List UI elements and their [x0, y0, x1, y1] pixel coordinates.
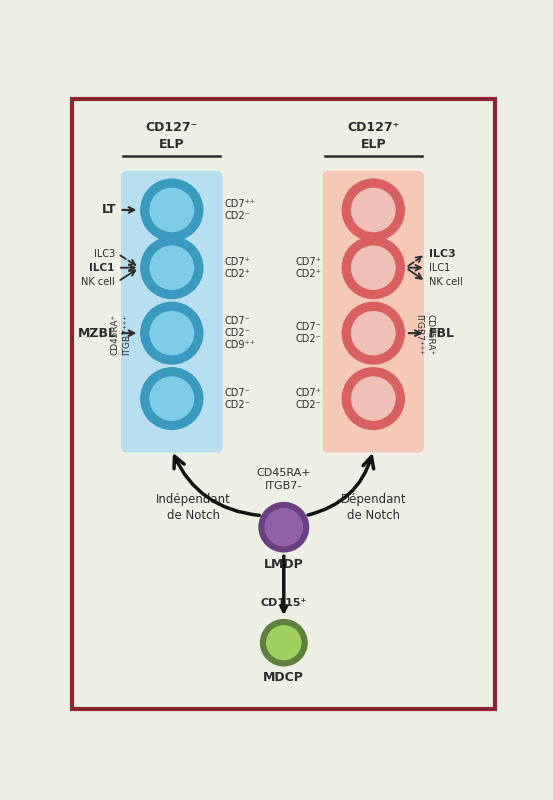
Text: CD127⁺
ELP: CD127⁺ ELP	[347, 121, 399, 151]
Text: MZBL: MZBL	[77, 326, 116, 340]
Circle shape	[141, 237, 203, 298]
Text: MDCP: MDCP	[263, 671, 304, 684]
Text: LMDP: LMDP	[264, 558, 304, 570]
Circle shape	[141, 302, 203, 364]
Text: LT: LT	[102, 203, 116, 217]
Circle shape	[150, 189, 194, 231]
Text: CD7⁺
CD2⁻: CD7⁺ CD2⁻	[295, 388, 321, 410]
Circle shape	[342, 179, 404, 241]
Text: ILC3: ILC3	[429, 249, 456, 259]
FancyBboxPatch shape	[322, 170, 424, 453]
Text: FBL: FBL	[429, 326, 455, 340]
Circle shape	[150, 311, 194, 354]
Text: NK cell: NK cell	[81, 277, 115, 286]
Circle shape	[150, 377, 194, 420]
Text: CD7⁻
CD2⁻: CD7⁻ CD2⁻	[295, 322, 321, 344]
Circle shape	[267, 626, 301, 660]
Circle shape	[352, 311, 395, 354]
Circle shape	[265, 509, 302, 546]
Circle shape	[352, 246, 395, 290]
Circle shape	[150, 246, 194, 290]
Circle shape	[352, 377, 395, 420]
Circle shape	[259, 502, 309, 552]
Circle shape	[141, 179, 203, 241]
FancyArrowPatch shape	[308, 457, 374, 515]
Circle shape	[342, 368, 404, 430]
FancyArrowPatch shape	[174, 456, 259, 515]
Circle shape	[141, 368, 203, 430]
Text: CD115⁺: CD115⁺	[260, 598, 307, 608]
Text: ILC3: ILC3	[93, 249, 115, 259]
FancyBboxPatch shape	[121, 170, 222, 453]
Text: CD7⁻
CD2⁻
CD9⁺⁺: CD7⁻ CD2⁻ CD9⁺⁺	[224, 316, 255, 350]
Text: CD45RA⁺
ITGB7⁺⁺⁺: CD45RA⁺ ITGB7⁺⁺⁺	[111, 314, 131, 355]
Text: Indépendant
de Notch: Indépendant de Notch	[156, 494, 231, 522]
Circle shape	[260, 620, 307, 666]
Text: Dépendant
de Notch: Dépendant de Notch	[341, 494, 406, 522]
Text: ILC1: ILC1	[90, 262, 115, 273]
Text: CD7⁺
CD2⁺: CD7⁺ CD2⁺	[224, 257, 250, 278]
Text: CD7⁺
CD2⁺: CD7⁺ CD2⁺	[295, 257, 321, 278]
Text: CD45RA⁺
ITGB7⁺⁺⁺: CD45RA⁺ ITGB7⁺⁺⁺	[414, 314, 434, 355]
Circle shape	[342, 302, 404, 364]
Text: CD7⁺⁺
CD2⁻: CD7⁺⁺ CD2⁻	[224, 199, 255, 221]
Text: NK cell: NK cell	[429, 277, 462, 286]
Text: CD7⁻
CD2⁻: CD7⁻ CD2⁻	[224, 388, 250, 410]
Text: CD127⁻
ELP: CD127⁻ ELP	[145, 121, 198, 151]
Text: CD45RA+
ITGB7-: CD45RA+ ITGB7-	[257, 468, 311, 490]
Text: ILC1: ILC1	[429, 262, 450, 273]
Circle shape	[352, 189, 395, 231]
Circle shape	[342, 237, 404, 298]
